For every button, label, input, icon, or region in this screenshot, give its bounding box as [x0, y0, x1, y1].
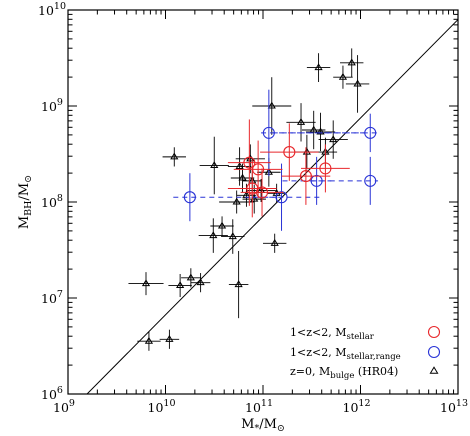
- local-marker: [170, 152, 179, 160]
- stellar-point: [281, 147, 331, 205]
- y-tick-label: 108: [41, 193, 63, 210]
- y-axis-label: MBH/M⊙: [17, 175, 34, 229]
- local-marker: [347, 58, 356, 66]
- range-marker: [275, 191, 288, 204]
- stellar-marker: [255, 186, 269, 199]
- range-point: [173, 173, 283, 222]
- local-point: [246, 178, 276, 202]
- local-point: [252, 77, 292, 135]
- local-point: [228, 250, 249, 319]
- local-point: [318, 120, 348, 159]
- local-marker: [270, 238, 279, 246]
- x-tick-label: 1012: [343, 398, 371, 415]
- local-point: [286, 103, 316, 142]
- y-tick-label: 106: [41, 385, 63, 402]
- legend-label: 1<z<2, Mstellar,range: [290, 346, 401, 362]
- range-point: [251, 163, 322, 231]
- stellar-marker: [319, 162, 332, 175]
- local-point: [221, 219, 245, 254]
- local-marker: [353, 79, 362, 87]
- local-marker: [238, 173, 247, 181]
- local-marker: [232, 197, 241, 205]
- local-marker: [329, 135, 338, 143]
- local-point: [306, 53, 331, 82]
- plot-frame: [67, 9, 459, 395]
- range-marker: [183, 191, 196, 204]
- local-marker: [141, 279, 151, 287]
- x-tick-label: 1011: [245, 398, 273, 415]
- plot-area: [86, 19, 458, 394]
- range-point: [272, 113, 379, 153]
- tick-labels: 109 1010 1011 1012 1013 106 107 108 109 1010: [38, 1, 468, 415]
- local-marker: [144, 336, 154, 344]
- x-tick-label: 1013: [440, 398, 468, 415]
- stellar-point: [260, 123, 319, 181]
- local-marker: [235, 162, 244, 170]
- local-point: [340, 48, 364, 78]
- local-marker: [228, 232, 237, 240]
- stellar-point: [301, 144, 350, 193]
- local-point: [162, 147, 186, 167]
- x-axis-label: M*/M⊙: [241, 417, 285, 434]
- legend-triangle-marker: [429, 366, 439, 374]
- local-point: [190, 273, 211, 293]
- relation-line: [86, 19, 458, 394]
- local-point: [219, 190, 255, 214]
- range-marker: [364, 126, 377, 139]
- legend-label: 1<z<2, Mstellar: [290, 326, 375, 342]
- local-point: [181, 268, 201, 288]
- local-point: [128, 272, 164, 296]
- legend-circle-marker: [427, 345, 441, 359]
- local-point: [198, 218, 228, 253]
- local-marker: [302, 147, 311, 155]
- local-marker: [338, 72, 348, 80]
- local-point: [210, 216, 234, 236]
- local-marker: [267, 101, 276, 109]
- local-point: [263, 233, 287, 253]
- local-marker: [209, 231, 218, 239]
- local-point: [345, 55, 370, 113]
- local-point: [159, 329, 180, 349]
- stellar-marker: [299, 170, 312, 183]
- legend-circle-marker: [427, 325, 441, 339]
- y-tick-label: 109: [41, 97, 63, 114]
- range-point: [311, 156, 379, 205]
- stellar-marker: [283, 146, 296, 159]
- legend: 1<z<2, Mstellar 1<z<2, Mstellar,range z=0,…: [290, 325, 441, 381]
- stellar-point: [233, 140, 283, 199]
- local-marker: [196, 278, 205, 286]
- local-point: [168, 274, 192, 298]
- local-marker: [165, 334, 174, 342]
- local-point: [230, 163, 255, 193]
- x-tick-label: 109: [53, 398, 75, 415]
- local-point: [333, 65, 353, 89]
- local-marker: [217, 221, 227, 229]
- stellar-marker: [243, 156, 256, 169]
- local-marker: [176, 281, 185, 289]
- local-point: [137, 331, 161, 351]
- y-tick-label: 107: [41, 289, 63, 306]
- local-marker: [296, 117, 306, 125]
- local-marker: [186, 273, 195, 281]
- stellar-marker: [252, 163, 265, 176]
- y-tick-label: 1010: [38, 1, 66, 18]
- local-marker: [316, 127, 325, 135]
- local-marker: [234, 280, 243, 288]
- x-tick-label: 1010: [148, 398, 176, 415]
- legend-label: z=0, Mbulge (HR04): [290, 365, 398, 381]
- stellar-point: [227, 119, 271, 206]
- range-marker: [364, 174, 377, 187]
- stellar-point: [240, 168, 284, 217]
- axis-ticks: [67, 9, 459, 395]
- local-point: [199, 136, 229, 195]
- local-point: [305, 112, 336, 152]
- local-marker: [314, 63, 323, 71]
- local-marker: [210, 161, 219, 169]
